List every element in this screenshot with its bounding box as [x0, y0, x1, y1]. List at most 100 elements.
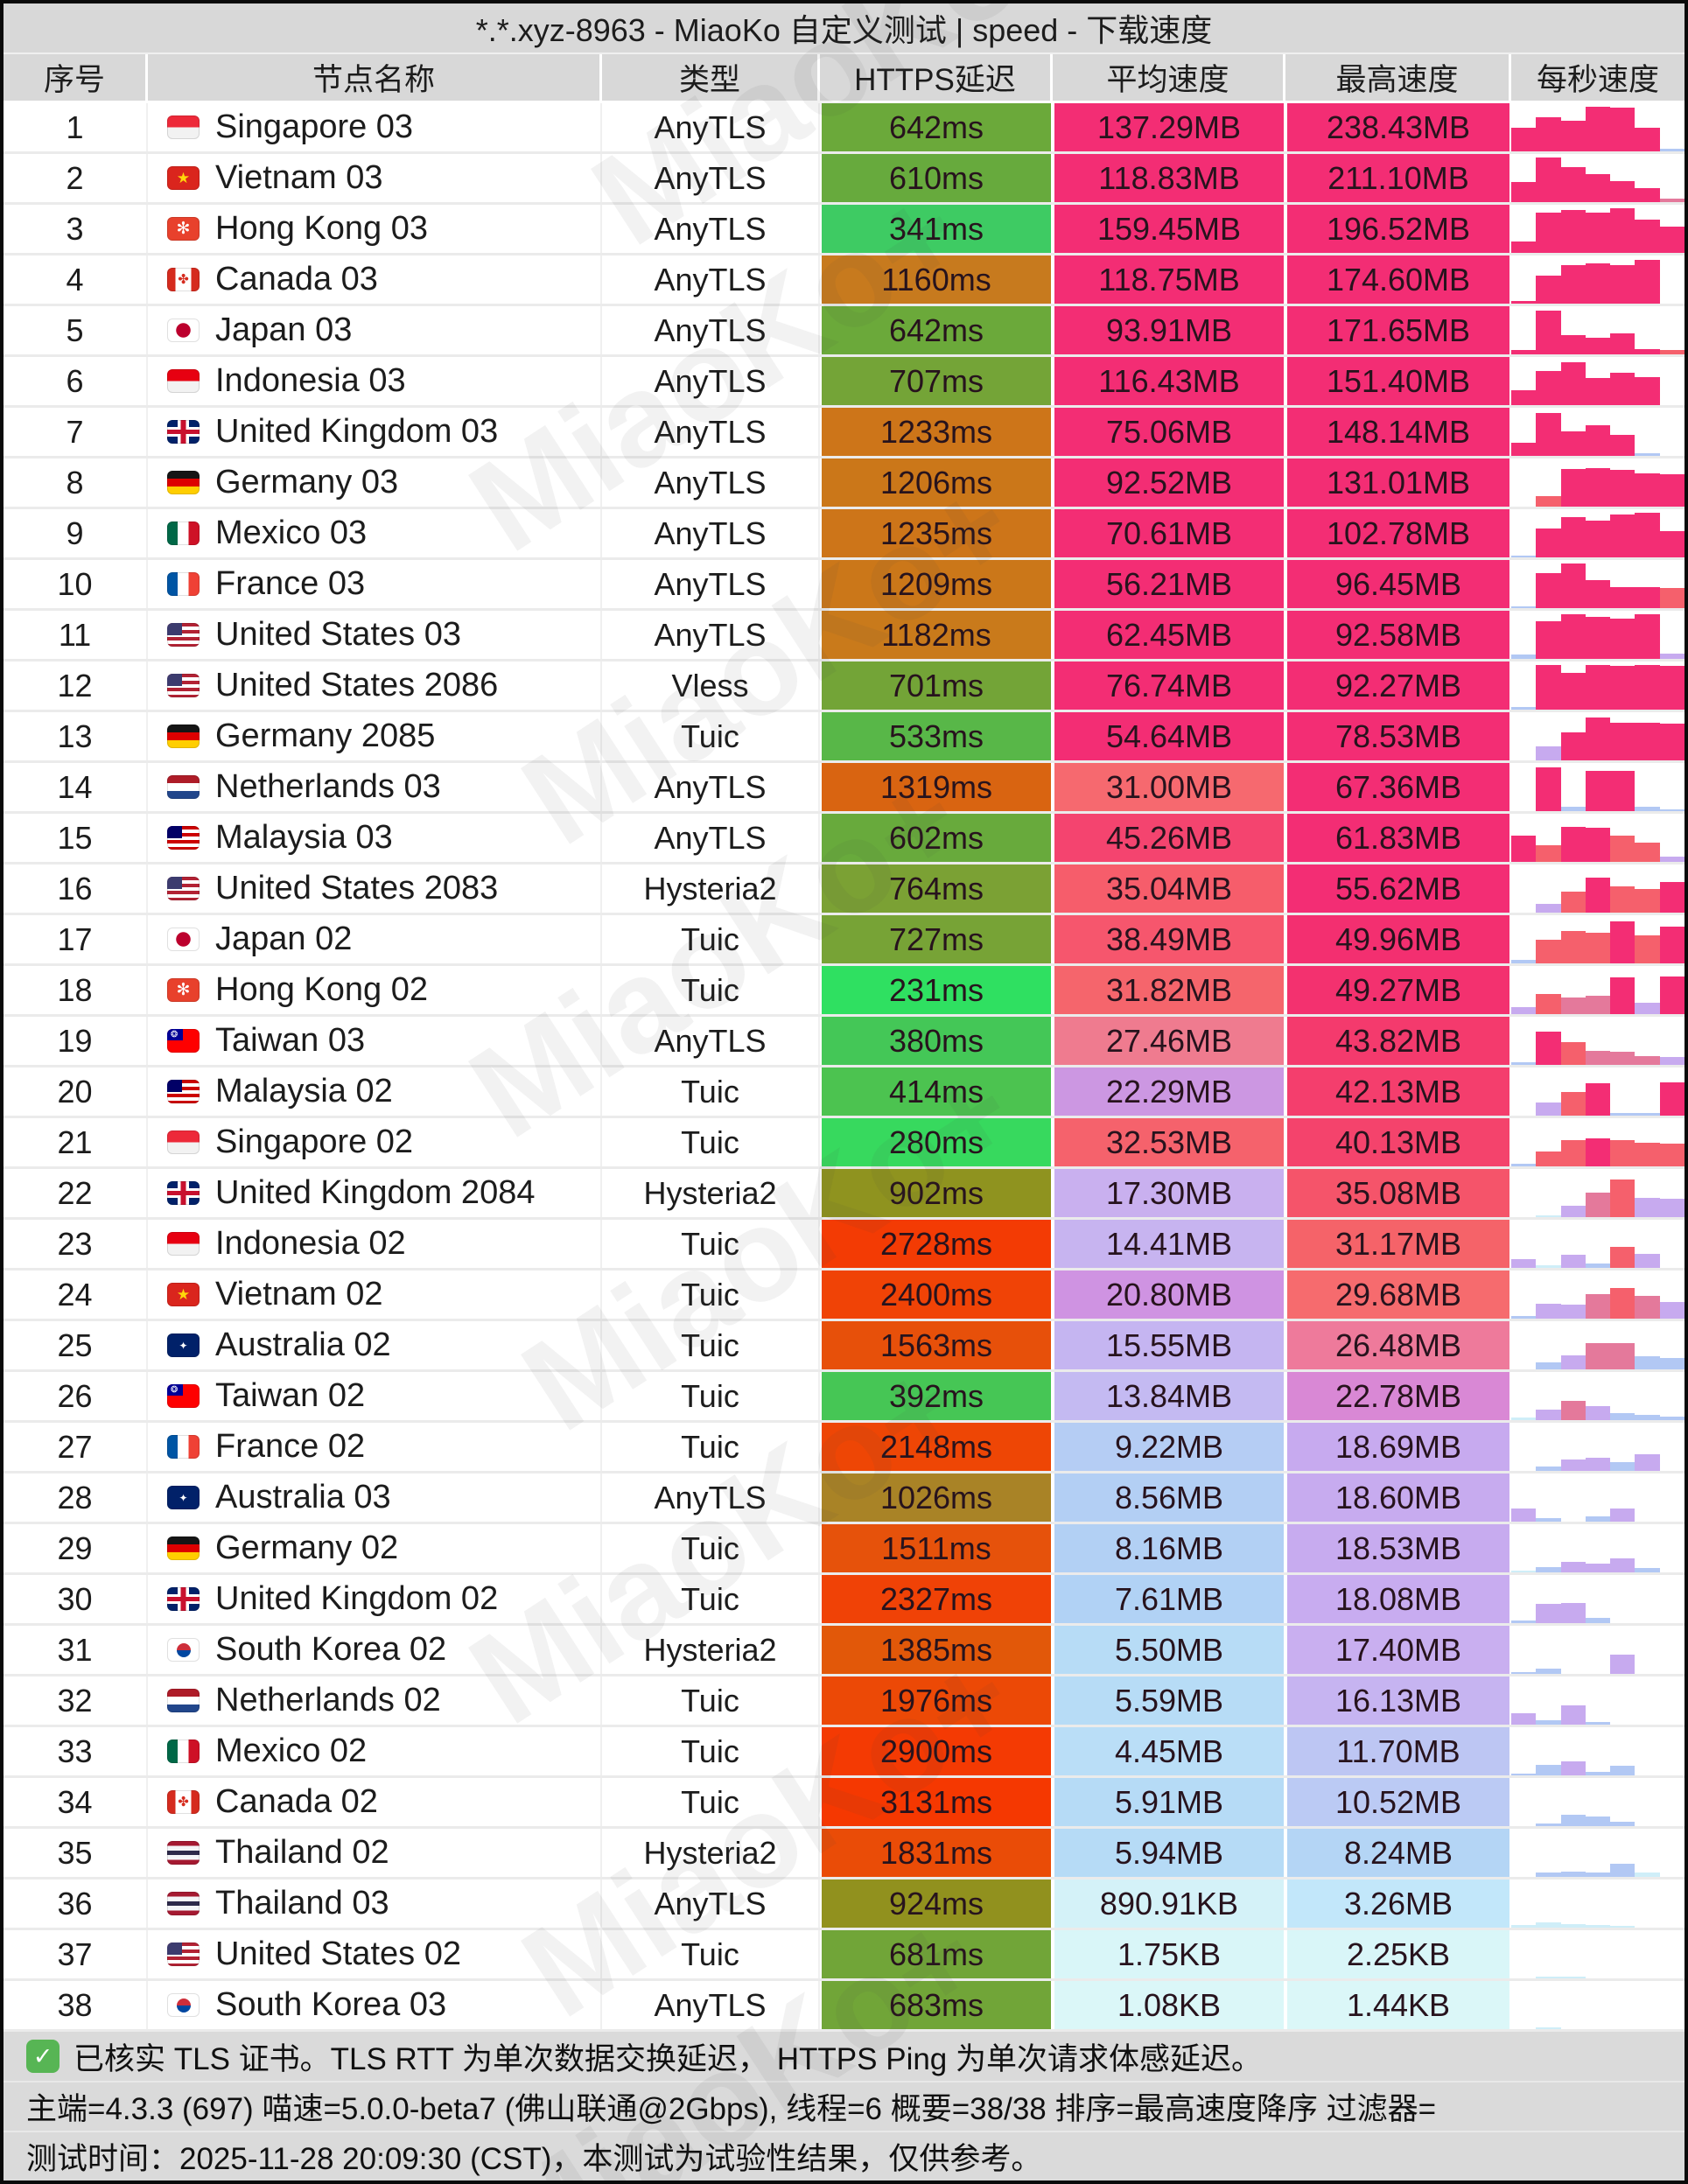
row-index: 14 [4, 763, 148, 811]
latency-cell: 2148ms [820, 1423, 1053, 1471]
latency-cell: 1026ms [820, 1474, 1053, 1522]
spark-bar [1511, 442, 1537, 456]
table-row: 27 France 02 Tuic 2148ms 9.22MB 18.69MB [4, 1423, 1684, 1474]
max-speed-value: 35.08MB [1287, 1169, 1509, 1217]
speed-sparkline [1511, 357, 1684, 405]
flag-icon-sg [167, 116, 200, 139]
row-index: 17 [4, 915, 148, 963]
flag-icon-gb [167, 1587, 200, 1611]
spark-bar [1659, 1302, 1684, 1319]
max-speed-cell: 16.13MB [1285, 1676, 1511, 1725]
max-speed-cell: 92.27MB [1285, 662, 1511, 710]
max-speed-cell: 55.62MB [1285, 864, 1511, 913]
node-name-cell: Hong Kong 02 [148, 966, 602, 1014]
spark-bar [1610, 886, 1635, 913]
row-index: 26 [4, 1372, 148, 1420]
node-name: Malaysia 02 [215, 1073, 393, 1110]
avg-speed-value: 27.46MB [1054, 1017, 1284, 1065]
node-name-cell: United States 2083 [148, 864, 602, 913]
column-header-avg-speed: 平均速度 [1053, 54, 1285, 101]
latency-value: 1160ms [822, 256, 1051, 304]
latency-cell: 602ms [820, 814, 1053, 862]
node-type: AnyTLS [602, 763, 820, 811]
node-type: Tuic [602, 1575, 820, 1623]
table-row: 16 United States 2083 Hysteria2 764ms 35.04M… [4, 864, 1684, 915]
row-index: 24 [4, 1270, 148, 1319]
spark-bar [1560, 1705, 1586, 1725]
latency-cell: 1206ms [820, 458, 1053, 507]
flag-icon-jp [167, 928, 200, 951]
node-type: Hysteria2 [602, 1626, 820, 1674]
avg-speed-cell: 5.91MB [1053, 1778, 1285, 1826]
spark-bar [1560, 1205, 1586, 1217]
node-name-cell: Mexico 02 [148, 1727, 602, 1775]
speed-sparkline [1511, 408, 1684, 456]
latency-cell: 1182ms [820, 611, 1053, 659]
spark-bar [1560, 613, 1586, 659]
flag-icon-us [167, 877, 200, 900]
node-type: Tuic [602, 915, 820, 963]
node-type: Tuic [602, 1930, 820, 1978]
latency-cell: 380ms [820, 1017, 1053, 1065]
spark-bar [1585, 1872, 1611, 1877]
spark-bar [1560, 1092, 1586, 1116]
max-speed-value: 92.27MB [1287, 662, 1509, 710]
node-type: Vless [602, 662, 820, 710]
latency-cell: 1235ms [820, 509, 1053, 557]
latency-value: 392ms [822, 1372, 1051, 1420]
max-speed-cell: 35.08MB [1285, 1169, 1511, 1217]
node-name-cell: United States 2086 [148, 662, 602, 710]
max-speed-value: 61.83MB [1287, 814, 1509, 862]
spark-bar [1635, 220, 1660, 253]
footer-line-2: 主端=4.3.3 (697) 喵速=5.0.0-beta7 (佛山联通@2Gbp… [4, 2081, 1684, 2131]
node-type: Hysteria2 [602, 1169, 820, 1217]
flag-icon-th [167, 1841, 200, 1865]
node-type: AnyTLS [602, 509, 820, 557]
spark-bar [1560, 891, 1586, 913]
spark-bar [1635, 1253, 1660, 1268]
node-name: France 03 [215, 565, 366, 602]
latency-value: 341ms [822, 205, 1051, 253]
flag-icon-mx [167, 1740, 200, 1763]
spark-bar [1635, 1113, 1660, 1116]
column-header-type: 类型 [602, 54, 820, 101]
spark-bar [1560, 806, 1586, 811]
table-row: 36 Thailand 03 AnyTLS 924ms 890.91KB 3.26MB [4, 1880, 1684, 1930]
spark-bar [1560, 1977, 1586, 1978]
spark-bar [1511, 389, 1537, 405]
footer-line-3: 测试时间：2025-11-28 20:09:30 (CST)，本测试为试验性结果… [4, 2131, 1684, 2180]
spark-bar [1610, 1821, 1635, 1826]
max-speed-value: 17.40MB [1287, 1626, 1509, 1674]
spark-bar [1635, 1296, 1660, 1319]
node-name: Australia 03 [215, 1479, 391, 1516]
latency-value: 380ms [822, 1017, 1051, 1065]
latency-cell: 2900ms [820, 1727, 1053, 1775]
spark-bar [1536, 1151, 1561, 1166]
spark-bar [1610, 1140, 1635, 1166]
spark-bar [1560, 563, 1586, 608]
column-header-max-speed: 最高速度 [1285, 54, 1511, 101]
latency-cell: 1976ms [820, 1676, 1053, 1725]
spark-bar [1635, 512, 1660, 557]
latency-cell: 231ms [820, 966, 1053, 1014]
row-index: 5 [4, 306, 148, 354]
spark-bar [1585, 1192, 1611, 1217]
max-speed-cell: 31.17MB [1285, 1220, 1511, 1268]
spark-bar [1659, 926, 1684, 963]
spark-bar [1560, 1401, 1586, 1420]
spark-bar [1610, 207, 1635, 253]
latency-cell: 1831ms [820, 1829, 1053, 1877]
flag-icon-de [167, 471, 200, 494]
speed-sparkline [1511, 1727, 1684, 1775]
node-name-cell: South Korea 02 [148, 1626, 602, 1674]
max-speed-cell: 42.13MB [1285, 1068, 1511, 1116]
avg-speed-value: 75.06MB [1054, 408, 1284, 456]
row-index: 25 [4, 1321, 148, 1369]
flag-icon-nl [167, 1689, 200, 1712]
flag-icon-vn [167, 1283, 200, 1306]
spark-bar [1536, 572, 1561, 608]
spark-bar [1585, 1771, 1611, 1775]
spark-bar [1536, 664, 1561, 710]
spark-bar [1560, 1304, 1586, 1319]
